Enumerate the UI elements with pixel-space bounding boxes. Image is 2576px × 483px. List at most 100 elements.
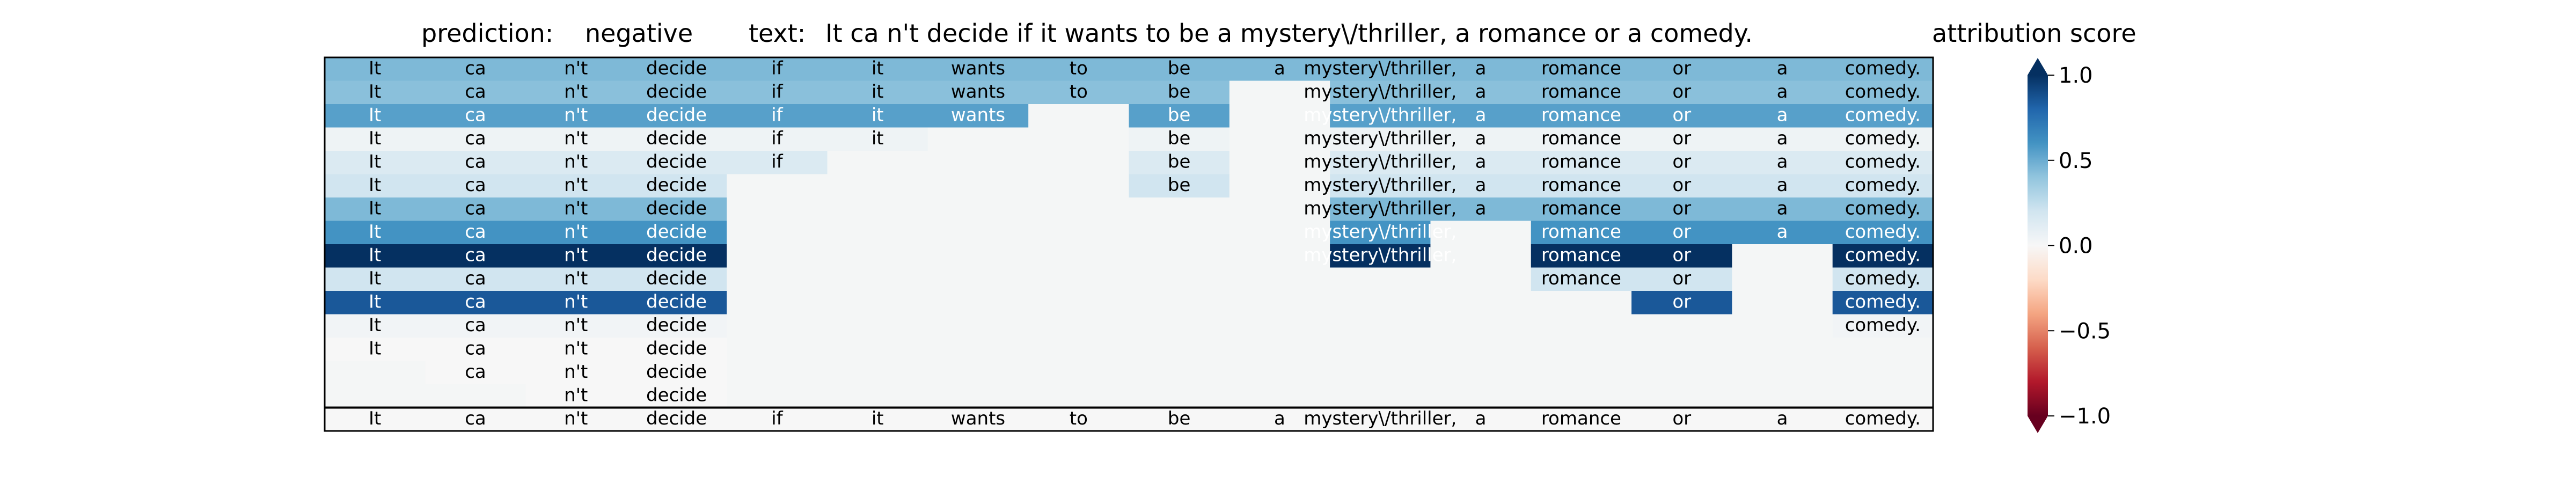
token-label: n't	[564, 197, 588, 219]
colorbar-tick-label: −1.0	[2059, 404, 2111, 429]
token-label: romance	[1541, 221, 1621, 243]
colorbar-extend-top	[2028, 58, 2048, 75]
token-label: ca	[465, 57, 486, 79]
token-label: comedy.	[1845, 128, 1921, 149]
token-label: decide	[646, 244, 707, 266]
token-label: n't	[564, 268, 588, 289]
heatmap-cell	[325, 314, 727, 338]
token-label: comedy.	[1845, 314, 1921, 336]
token-label: It	[369, 81, 381, 103]
token-label: romance	[1541, 57, 1621, 79]
token-label: wants	[951, 104, 1005, 126]
token-label: or	[1672, 268, 1691, 289]
token-label: ca	[465, 268, 486, 289]
colorbar-tick-label: 1.0	[2059, 63, 2093, 88]
token-label: comedy.	[1845, 57, 1921, 79]
token-label: romance	[1541, 128, 1621, 149]
token-label: or	[1672, 104, 1691, 126]
token-label: a	[1777, 104, 1788, 126]
token-label: n't	[564, 57, 588, 79]
token-label: comedy.	[1845, 151, 1921, 172]
token-label: n't	[564, 408, 588, 429]
token-label: or	[1672, 57, 1691, 79]
prediction-value: negative	[585, 19, 693, 48]
token-label: ca	[465, 128, 486, 149]
token-label: if	[771, 57, 783, 79]
token-label: it	[872, 104, 884, 126]
token-label: mystery\/thriller,	[1304, 57, 1457, 79]
token-label: romance	[1541, 197, 1621, 219]
token-label: It	[369, 57, 381, 79]
heatmap-cell	[1330, 174, 1933, 197]
token-label: ca	[465, 151, 486, 172]
heatmap-cell	[1330, 127, 1933, 151]
token-label: if	[771, 408, 783, 429]
token-label: or	[1672, 291, 1691, 312]
heatmap-cell	[325, 291, 727, 314]
token-label: It	[369, 291, 381, 312]
token-label: decide	[646, 174, 707, 196]
token-label: n't	[564, 128, 588, 149]
token-label: if	[771, 81, 783, 103]
token-label: mystery\/thriller,	[1304, 244, 1457, 266]
token-label: to	[1070, 57, 1088, 79]
token-label: It	[369, 338, 381, 359]
token-label: ca	[465, 408, 486, 429]
token-label: a	[1274, 408, 1285, 429]
token-label: decide	[646, 197, 707, 219]
heatmap-cell	[1330, 244, 1431, 268]
token-label: a	[1475, 128, 1487, 149]
colorbar: attribution score 1.0 0.5 0.0 −0.5 −1.0	[1932, 19, 2136, 433]
token-label: be	[1168, 81, 1191, 103]
token-label: It	[369, 244, 381, 266]
token-label: comedy.	[1845, 408, 1921, 429]
token-label: n't	[564, 104, 588, 126]
token-label: be	[1168, 408, 1191, 429]
token-label: n't	[564, 151, 588, 172]
colorbar-tick-label: −0.5	[2059, 319, 2111, 343]
token-label: decide	[646, 151, 707, 172]
token-label: It	[369, 268, 381, 289]
token-label: romance	[1541, 408, 1621, 429]
token-label: romance	[1541, 81, 1621, 103]
token-label: decide	[646, 384, 707, 406]
token-label: ca	[465, 104, 486, 126]
token-label: mystery\/thriller,	[1304, 408, 1457, 429]
heatmap-cell	[1832, 314, 1933, 338]
heatmap-cell	[325, 267, 727, 291]
token-label: decide	[646, 408, 707, 429]
token-label: decide	[646, 338, 707, 359]
token-label: if	[771, 104, 783, 126]
token-label: comedy.	[1845, 268, 1921, 289]
prediction-label: prediction:	[421, 19, 553, 48]
token-label: decide	[646, 104, 707, 126]
token-label: ca	[465, 197, 486, 219]
heatmap-cell	[325, 338, 727, 361]
token-label: decide	[646, 314, 707, 336]
heatmap-cell	[1129, 127, 1230, 151]
token-label: a	[1475, 151, 1487, 172]
token-label: a	[1777, 128, 1788, 149]
token-label: it	[872, 128, 884, 149]
token-label: It	[369, 104, 381, 126]
heatmap-cell	[1129, 104, 1230, 128]
token-label: n't	[564, 81, 588, 103]
token-label: decide	[646, 361, 707, 383]
heatmap-cell	[1631, 291, 1732, 314]
token-label: wants	[951, 57, 1005, 79]
token-label: be	[1168, 104, 1191, 126]
token-label: It	[369, 314, 381, 336]
token-label: n't	[564, 174, 588, 196]
heatmap-cell	[1832, 291, 1933, 314]
token-label: or	[1672, 408, 1691, 429]
token-label: or	[1672, 81, 1691, 103]
token-label: a	[1777, 57, 1788, 79]
heatmap-cell	[1129, 174, 1230, 197]
token-label: a	[1475, 57, 1487, 79]
figure-header: prediction: negative text: It ca n't dec…	[421, 19, 1753, 48]
token-label: ca	[465, 244, 486, 266]
token-label: comedy.	[1845, 221, 1921, 243]
token-label: ca	[465, 221, 486, 243]
token-label: a	[1475, 197, 1487, 219]
